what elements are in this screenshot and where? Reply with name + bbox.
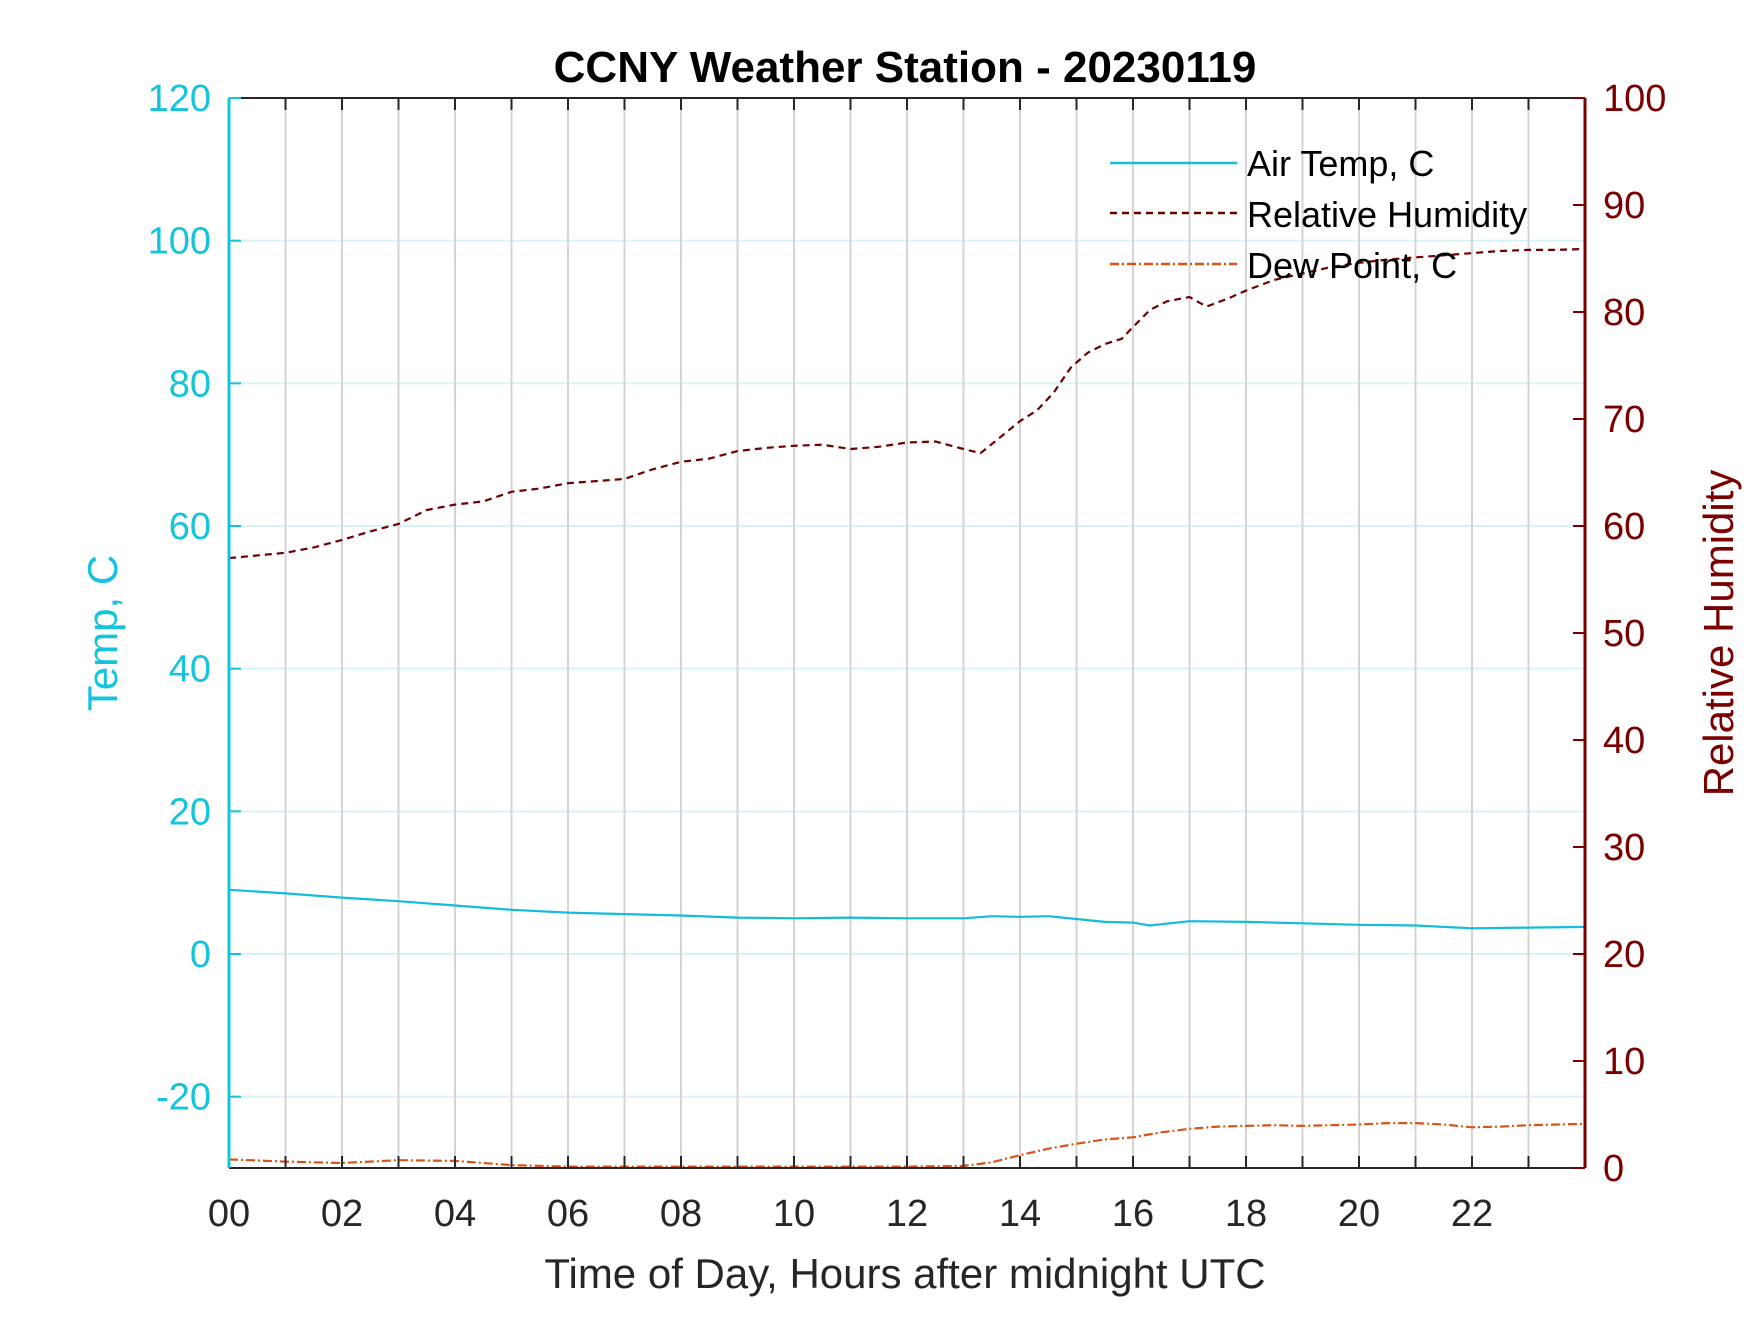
- y-right-tick-label: 70: [1603, 399, 1645, 441]
- x-tick-label: 22: [1451, 1193, 1493, 1235]
- x-tick-label: 10: [773, 1193, 815, 1235]
- x-axis-label: Time of Day, Hours after midnight UTC: [544, 1250, 1265, 1297]
- y-left-tick-label: 20: [169, 791, 211, 833]
- x-tick-label: 12: [886, 1193, 928, 1235]
- grid-layer: [229, 97, 1585, 1168]
- legend: Air Temp, C Relative Humidity Dew Point,…: [1110, 143, 1527, 286]
- legend-label-air-temp: Air Temp, C: [1247, 143, 1434, 184]
- y-left-tick-label: 120: [148, 78, 211, 120]
- y-left-tick-label: 100: [148, 221, 211, 263]
- legend-label-dew-point: Dew Point, C: [1247, 245, 1457, 286]
- x-tick-label: 00: [208, 1193, 250, 1235]
- series-line-dew-point-c: [228, 1121, 1586, 1168]
- x-tick-label: 06: [547, 1193, 589, 1235]
- y-right-tick-label: 100: [1603, 78, 1666, 120]
- x-tick-label: 08: [660, 1193, 702, 1235]
- y-right-tick-label: 0: [1603, 1148, 1624, 1190]
- x-tick-label: 16: [1112, 1193, 1154, 1235]
- y-left-tick-label: 40: [169, 649, 211, 691]
- x-tick-label: 02: [321, 1193, 363, 1235]
- ticks-layer: 00 02 04 06 08 10 12 14 16 18 20 22-200204060801001…: [148, 78, 1667, 1235]
- y-left-tick-label: -20: [156, 1077, 211, 1119]
- y-axis-left-label: Temp, C: [79, 555, 126, 711]
- y-right-tick-label: 80: [1603, 292, 1645, 334]
- y-right-tick-label: 10: [1603, 1041, 1645, 1083]
- y-left-tick-label: 60: [169, 506, 211, 548]
- series-layer: [228, 247, 1586, 1168]
- series-line-air-temp-c: [228, 888, 1586, 930]
- y-right-tick-label: 50: [1603, 613, 1645, 655]
- y-right-tick-label: 40: [1603, 720, 1645, 762]
- y-right-tick-label: 60: [1603, 506, 1645, 548]
- y-right-tick-label: 20: [1603, 934, 1645, 976]
- x-tick-label: 04: [434, 1193, 476, 1235]
- y-right-tick-label: 30: [1603, 827, 1645, 869]
- x-tick-label: 14: [999, 1193, 1041, 1235]
- chart-title: CCNY Weather Station - 20230119: [554, 43, 1257, 92]
- x-tick-label: 18: [1225, 1193, 1267, 1235]
- y-left-tick-label: 80: [169, 363, 211, 405]
- y-left-tick-label: 0: [190, 934, 211, 976]
- legend-label-relative-humidity: Relative Humidity: [1247, 194, 1527, 235]
- y-right-tick-label: 90: [1603, 185, 1645, 227]
- y-axis-right-label: Relative Humidity: [1695, 470, 1742, 797]
- x-tick-label: 20: [1338, 1193, 1380, 1235]
- series-line-relative-humidity: [228, 247, 1586, 560]
